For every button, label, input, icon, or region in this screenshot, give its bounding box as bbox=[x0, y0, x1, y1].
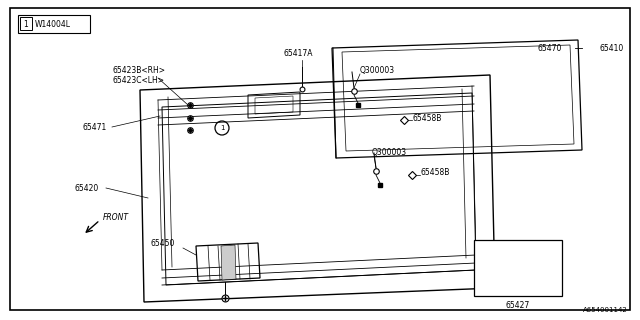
Text: 65458B: 65458B bbox=[412, 114, 442, 123]
Bar bbox=[18, 15, 90, 33]
Bar bbox=[474, 240, 562, 296]
Text: 65420: 65420 bbox=[74, 183, 99, 193]
Text: 1: 1 bbox=[24, 20, 28, 28]
Text: A654001142: A654001142 bbox=[583, 307, 628, 313]
Polygon shape bbox=[221, 245, 236, 280]
Text: 65471: 65471 bbox=[82, 123, 106, 132]
Text: 65410: 65410 bbox=[600, 44, 624, 52]
Text: W14004L: W14004L bbox=[35, 20, 71, 28]
Text: Q300003: Q300003 bbox=[360, 66, 395, 75]
Text: 65470: 65470 bbox=[538, 44, 563, 52]
Text: 65423C<LH>: 65423C<LH> bbox=[112, 76, 164, 84]
Text: FRONT: FRONT bbox=[103, 212, 129, 221]
Text: 1: 1 bbox=[220, 125, 224, 131]
Text: Q300003: Q300003 bbox=[372, 148, 407, 156]
Bar bbox=[20, 17, 32, 30]
Text: 65427: 65427 bbox=[506, 300, 530, 309]
Text: 65458B: 65458B bbox=[420, 167, 449, 177]
Text: 65450: 65450 bbox=[150, 238, 174, 247]
Text: 65417A: 65417A bbox=[283, 49, 312, 58]
Text: 65423B<RH>: 65423B<RH> bbox=[112, 66, 165, 75]
